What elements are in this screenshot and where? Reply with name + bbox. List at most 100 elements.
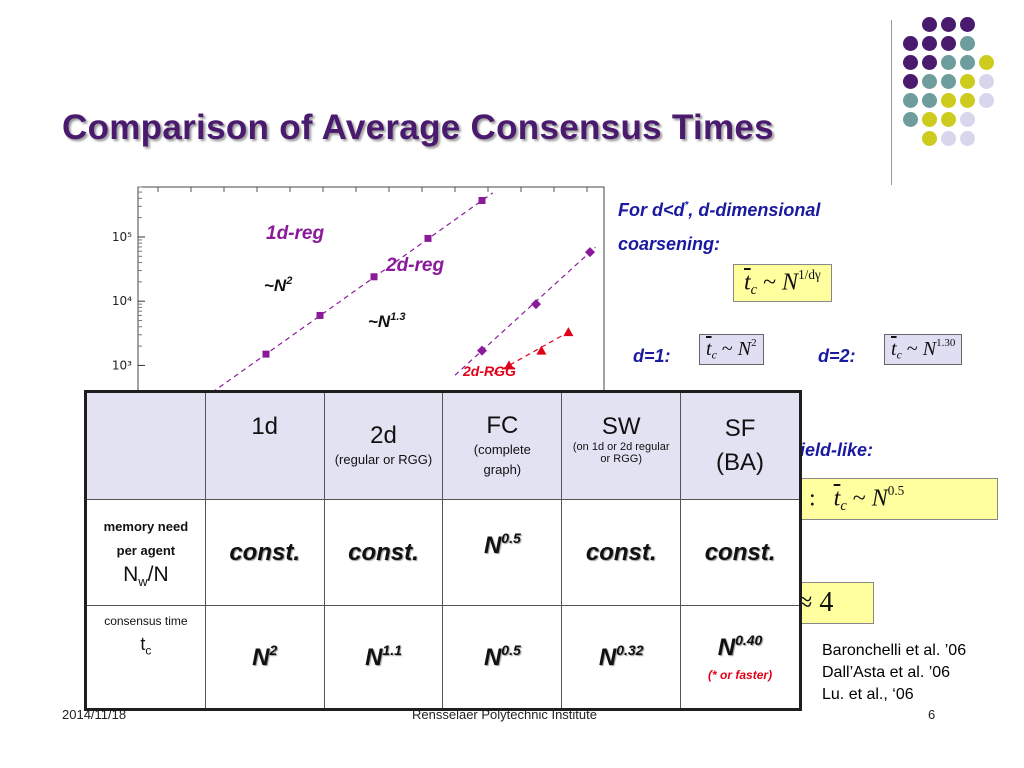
table-header-row: 1d 2d (regular or RGG) FC (complete grap…	[85, 391, 801, 500]
d2-label: d=2:	[818, 346, 856, 366]
table-cell: N0.32	[561, 605, 682, 710]
decorative-dot	[941, 17, 956, 32]
header-corner	[85, 391, 206, 500]
decorative-dot	[960, 17, 975, 32]
row-label-line: consensus time	[104, 614, 188, 628]
d2-equation: tc ~ N1.30	[884, 334, 963, 366]
table-cell: N2	[204, 605, 325, 710]
decorative-dot-grid	[0, 0, 1024, 200]
decorative-dot	[960, 93, 975, 108]
decorative-dot	[960, 112, 975, 127]
reference-item: Dall’Asta et al. ’06	[822, 664, 951, 681]
table-cell: N1.1	[323, 605, 444, 710]
decorative-dot	[941, 93, 956, 108]
row-label-line: per agent	[116, 543, 176, 559]
data-point-1d-reg	[262, 350, 270, 358]
fit-line-2d-RGG	[493, 329, 572, 375]
decorative-dot	[941, 112, 956, 127]
data-point-1d-reg	[424, 234, 432, 242]
data-point-1d-reg	[478, 196, 486, 204]
row-label-memory: memory need per agent Nw/N	[85, 499, 206, 606]
table-cell: const.	[204, 499, 325, 606]
mean-field-equation: ) : tc ~ N0.5	[790, 478, 998, 520]
table-row-memory: memory need per agent Nw/N const. const.…	[85, 499, 801, 606]
d1-equation: tc ~ N2	[699, 334, 764, 366]
column-subtitle: (BA)	[716, 449, 765, 476]
data-point-2d-reg	[585, 247, 595, 258]
decorative-dot	[960, 131, 975, 146]
row-label-symbol: Nw/N	[123, 563, 169, 590]
column-subtitle: (regular or RGG)	[334, 452, 433, 467]
column-title: SF	[724, 415, 756, 442]
decorative-dot	[922, 36, 937, 51]
series-scaling-1d-reg: ~N2	[264, 275, 292, 295]
data-point-2d-RGG	[536, 345, 547, 355]
table-cell: N0.40 (* or faster)	[680, 605, 801, 710]
mean-field-heading: ield-like:	[800, 440, 874, 460]
column-title: 2d	[370, 422, 397, 449]
decorative-dot	[903, 93, 918, 108]
consensus-time-plot: 10⁵ 10⁴ 10³ 1d-reg ~N2 2d-reg ~N1.3 2d-RGG	[112, 186, 605, 400]
decorative-dot	[941, 36, 956, 51]
decorative-dot	[960, 36, 975, 51]
data-point-2d-reg	[531, 299, 541, 310]
approx-equation: ≈ 4	[792, 582, 874, 624]
decorative-dot	[903, 55, 918, 70]
row-label-line: memory need	[103, 519, 189, 535]
data-point-2d-RGG	[504, 360, 514, 370]
decorative-dot	[941, 55, 956, 70]
header-sf: SF (BA)	[680, 391, 801, 500]
column-title: FC	[486, 412, 519, 439]
header-2d: 2d (regular or RGG)	[323, 391, 444, 500]
d1-label: d=1:	[633, 346, 671, 366]
series-label-2d-reg: 2d-reg	[385, 255, 444, 276]
decorative-dot	[922, 74, 937, 89]
reference-item: Lu. et al., ‘06	[822, 686, 914, 703]
reference-item: Baronchelli et al. ’06	[822, 642, 967, 659]
divider-line	[891, 20, 892, 185]
decorative-dot	[903, 36, 918, 51]
fit-line-2d-reg	[454, 246, 596, 376]
decorative-dot	[922, 93, 937, 108]
table-cell: const.	[561, 499, 682, 606]
plot-frame	[137, 186, 605, 400]
page-number: 6	[928, 707, 936, 722]
decorative-dot	[979, 74, 994, 89]
footnote: (* or faster)	[708, 668, 773, 682]
coarsening-heading-line2: coarsening:	[618, 234, 721, 254]
decorative-dot	[903, 112, 918, 127]
decorative-dot	[960, 74, 975, 89]
data-point-1d-reg	[316, 311, 324, 319]
y-tick-label: 10⁵	[112, 230, 132, 244]
header-fc: FC (complete graph)	[442, 391, 563, 500]
decorative-dot	[960, 55, 975, 70]
decorative-dot	[922, 112, 937, 127]
decorative-dot	[979, 55, 994, 70]
table-cell: const.	[323, 499, 444, 606]
table-cell: N0.5	[442, 605, 563, 710]
header-1d: 1d	[204, 391, 325, 500]
decorative-dot	[922, 17, 937, 32]
column-title: SW	[601, 413, 641, 440]
fit-line-1d-reg	[211, 192, 494, 394]
decorative-dot	[941, 131, 956, 146]
table-cell: N0.5	[442, 499, 563, 606]
data-point-1d-reg	[370, 273, 378, 281]
comparison-table: 1d 2d (regular or RGG) FC (complete grap…	[84, 390, 802, 711]
y-tick-label: 10⁴	[112, 294, 132, 308]
header-sw: SW (on 1d or 2d regular or RGG)	[561, 391, 682, 500]
data-point-2d-RGG	[563, 327, 574, 337]
decorative-dot	[922, 55, 937, 70]
column-subtitle: (complete graph)	[473, 442, 531, 477]
series-label-2d-rgg: 2d-RGG	[462, 363, 516, 379]
references: Baronchelli et al. ’06 Dall’Asta et al. …	[822, 640, 966, 706]
table-row-consensus: consensus time tc N2 N1.1 N0.5 N0.32 N0.…	[85, 605, 801, 710]
decorative-dot	[979, 93, 994, 108]
y-tick-label: 10³	[112, 358, 132, 372]
series-label-1d-reg: 1d-reg	[266, 223, 324, 244]
coarsening-heading: For d<d*, d-dimensional	[618, 200, 821, 220]
slide-title: Comparison of Average Consensus Times	[62, 108, 774, 147]
decorative-dot	[922, 131, 937, 146]
row-label-consensus: consensus time tc	[85, 605, 206, 710]
series-scaling-2d-reg: ~N1.3	[368, 311, 406, 331]
